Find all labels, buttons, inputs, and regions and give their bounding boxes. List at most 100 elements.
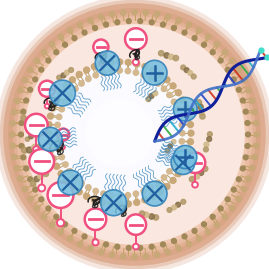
- Circle shape: [18, 88, 23, 93]
- Circle shape: [167, 92, 172, 98]
- Circle shape: [63, 162, 68, 167]
- Circle shape: [58, 90, 64, 95]
- Circle shape: [55, 122, 60, 128]
- Circle shape: [56, 147, 62, 152]
- Circle shape: [28, 67, 33, 73]
- Circle shape: [108, 201, 114, 207]
- Circle shape: [229, 58, 235, 63]
- Circle shape: [99, 61, 103, 65]
- Circle shape: [58, 170, 83, 195]
- Circle shape: [180, 97, 186, 103]
- Circle shape: [214, 222, 220, 228]
- Circle shape: [172, 239, 176, 243]
- Circle shape: [165, 14, 171, 19]
- Circle shape: [236, 87, 241, 92]
- Circle shape: [48, 113, 54, 119]
- Circle shape: [34, 132, 38, 137]
- Circle shape: [175, 171, 181, 177]
- Circle shape: [164, 53, 169, 58]
- Circle shape: [22, 147, 27, 153]
- Circle shape: [79, 81, 84, 86]
- Circle shape: [117, 193, 122, 199]
- Circle shape: [182, 30, 187, 35]
- Circle shape: [142, 60, 167, 85]
- Circle shape: [176, 202, 180, 207]
- Circle shape: [161, 86, 167, 91]
- Circle shape: [63, 83, 69, 89]
- Circle shape: [154, 252, 160, 257]
- Circle shape: [18, 176, 23, 181]
- Circle shape: [146, 97, 151, 102]
- Circle shape: [36, 123, 41, 128]
- Circle shape: [203, 166, 208, 171]
- Circle shape: [143, 10, 148, 15]
- Circle shape: [72, 85, 168, 181]
- Circle shape: [63, 42, 68, 47]
- Circle shape: [200, 114, 205, 119]
- Circle shape: [175, 90, 181, 95]
- Circle shape: [57, 75, 62, 80]
- Circle shape: [187, 139, 193, 145]
- Circle shape: [93, 40, 108, 55]
- Circle shape: [125, 59, 131, 65]
- Circle shape: [161, 175, 167, 180]
- Circle shape: [254, 143, 259, 148]
- Circle shape: [188, 130, 194, 136]
- Circle shape: [121, 10, 126, 15]
- Circle shape: [126, 214, 146, 235]
- Circle shape: [225, 67, 230, 72]
- Circle shape: [252, 109, 257, 115]
- Circle shape: [8, 8, 261, 261]
- Circle shape: [41, 124, 46, 130]
- Circle shape: [32, 144, 38, 150]
- Circle shape: [67, 169, 73, 174]
- Circle shape: [170, 178, 176, 183]
- Circle shape: [172, 205, 176, 210]
- Circle shape: [133, 244, 139, 249]
- Circle shape: [82, 30, 87, 35]
- Circle shape: [133, 59, 139, 65]
- Circle shape: [61, 73, 66, 78]
- Circle shape: [115, 20, 120, 25]
- Circle shape: [139, 211, 145, 216]
- Circle shape: [180, 163, 186, 169]
- Circle shape: [125, 201, 131, 207]
- Circle shape: [63, 178, 69, 183]
- Circle shape: [149, 214, 154, 219]
- Circle shape: [141, 73, 146, 78]
- Circle shape: [14, 98, 19, 104]
- Circle shape: [149, 94, 154, 98]
- Circle shape: [142, 181, 167, 206]
- Circle shape: [10, 121, 15, 126]
- Circle shape: [50, 155, 56, 161]
- Circle shape: [30, 181, 36, 186]
- Circle shape: [38, 185, 45, 192]
- Circle shape: [115, 244, 120, 249]
- Circle shape: [21, 109, 26, 114]
- Circle shape: [117, 59, 123, 65]
- Circle shape: [175, 154, 180, 160]
- Circle shape: [43, 171, 48, 176]
- Circle shape: [198, 104, 203, 110]
- Circle shape: [225, 197, 230, 202]
- Circle shape: [155, 81, 161, 86]
- Circle shape: [12, 154, 17, 160]
- Circle shape: [46, 139, 52, 145]
- Circle shape: [192, 182, 198, 187]
- Circle shape: [134, 61, 140, 67]
- Circle shape: [246, 176, 251, 181]
- Circle shape: [85, 208, 106, 230]
- Circle shape: [133, 191, 139, 196]
- Circle shape: [86, 99, 154, 167]
- Circle shape: [104, 242, 108, 247]
- Circle shape: [186, 147, 192, 153]
- Circle shape: [245, 144, 250, 148]
- Circle shape: [28, 87, 33, 92]
- Circle shape: [229, 206, 235, 211]
- Circle shape: [125, 193, 130, 198]
- Circle shape: [185, 153, 205, 173]
- Circle shape: [207, 132, 212, 137]
- Circle shape: [222, 214, 228, 220]
- Circle shape: [178, 114, 183, 120]
- Circle shape: [241, 186, 247, 192]
